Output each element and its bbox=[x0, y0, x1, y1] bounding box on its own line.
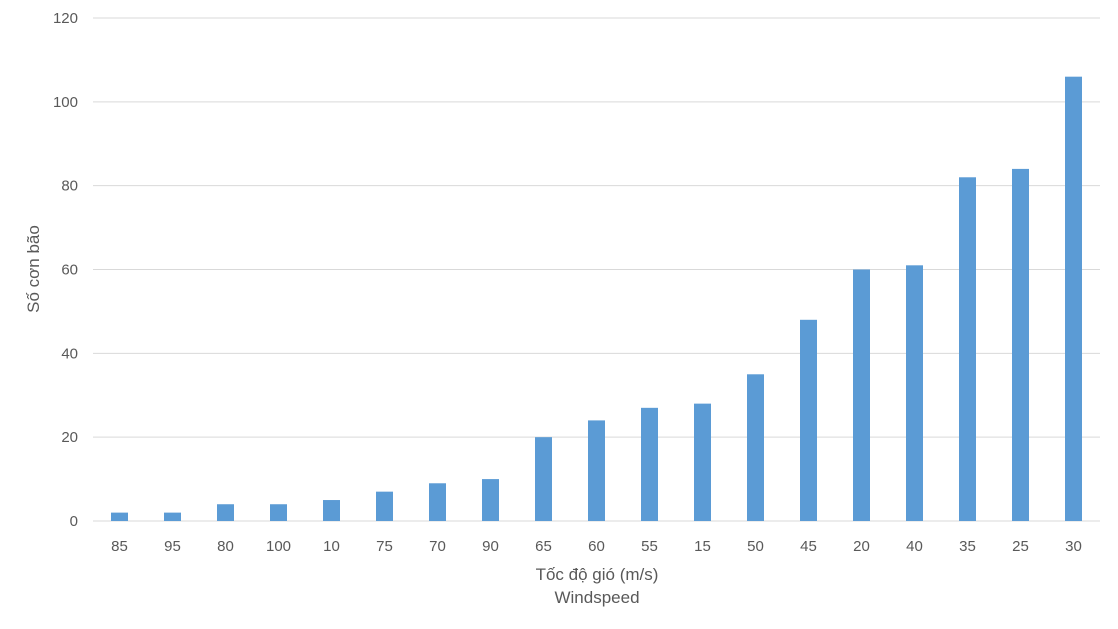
x-tick-label: 20 bbox=[853, 538, 870, 555]
x-tick-label: 40 bbox=[906, 538, 923, 555]
x-tick-label: 50 bbox=[747, 538, 764, 555]
bar-85 bbox=[111, 512, 128, 521]
bar-30 bbox=[1065, 76, 1082, 521]
bar-45 bbox=[800, 319, 817, 521]
x-tick-label: 25 bbox=[1012, 538, 1029, 555]
y-tick-label: 60 bbox=[61, 262, 78, 279]
y-tick-label: 40 bbox=[61, 345, 78, 362]
y-tick-label: 80 bbox=[61, 178, 78, 195]
x-tick-label: 65 bbox=[535, 538, 552, 555]
x-tick-label: 85 bbox=[111, 538, 128, 555]
bar-100 bbox=[270, 504, 287, 521]
x-tick-label: 95 bbox=[164, 538, 181, 555]
x-tick-label: 90 bbox=[482, 538, 499, 555]
bar-50 bbox=[747, 374, 764, 521]
x-axis-title: Tốc độ gió (m/s) bbox=[536, 565, 659, 584]
bar-25 bbox=[1012, 168, 1029, 521]
bar-65 bbox=[535, 437, 552, 521]
bar-95 bbox=[164, 512, 181, 521]
bars bbox=[111, 76, 1082, 522]
x-axis-subtitle: Windspeed bbox=[554, 588, 639, 607]
y-tick-label: 120 bbox=[53, 10, 78, 27]
bar-20 bbox=[853, 269, 870, 521]
x-tick-label: 15 bbox=[694, 538, 711, 555]
bar-55 bbox=[641, 407, 658, 521]
bar-35 bbox=[959, 177, 976, 522]
x-tick-label: 80 bbox=[217, 538, 234, 555]
x-tick-label: 55 bbox=[641, 538, 658, 555]
x-tick-label: 100 bbox=[266, 538, 291, 555]
bar-80 bbox=[217, 504, 234, 521]
bar-10 bbox=[323, 500, 340, 521]
x-axis-tick-labels: 85 95 80 100 10 75 70 90 65 60 55 15 50 45 20 40 35 25 30 bbox=[111, 538, 1082, 555]
gridlines bbox=[93, 17, 1100, 522]
x-tick-label: 70 bbox=[429, 538, 446, 555]
x-tick-label: 60 bbox=[588, 538, 605, 555]
bar-90 bbox=[482, 479, 499, 521]
bar-40 bbox=[906, 265, 923, 521]
bar-60 bbox=[588, 420, 605, 521]
x-tick-label: 30 bbox=[1065, 538, 1082, 555]
bar-70 bbox=[429, 483, 446, 521]
bar-75 bbox=[376, 491, 393, 521]
y-axis-title: Số cơn bão bbox=[24, 225, 43, 313]
y-tick-label: 100 bbox=[53, 94, 78, 111]
x-tick-label: 10 bbox=[323, 538, 340, 555]
y-tick-label: 20 bbox=[61, 429, 78, 446]
x-tick-label: 75 bbox=[376, 538, 393, 555]
y-tick-label: 0 bbox=[70, 513, 78, 530]
bar-15 bbox=[694, 403, 711, 521]
x-tick-label: 45 bbox=[800, 538, 817, 555]
x-tick-label: 35 bbox=[959, 538, 976, 555]
y-axis-tick-labels: 0 20 40 60 80 100 120 bbox=[53, 10, 78, 530]
